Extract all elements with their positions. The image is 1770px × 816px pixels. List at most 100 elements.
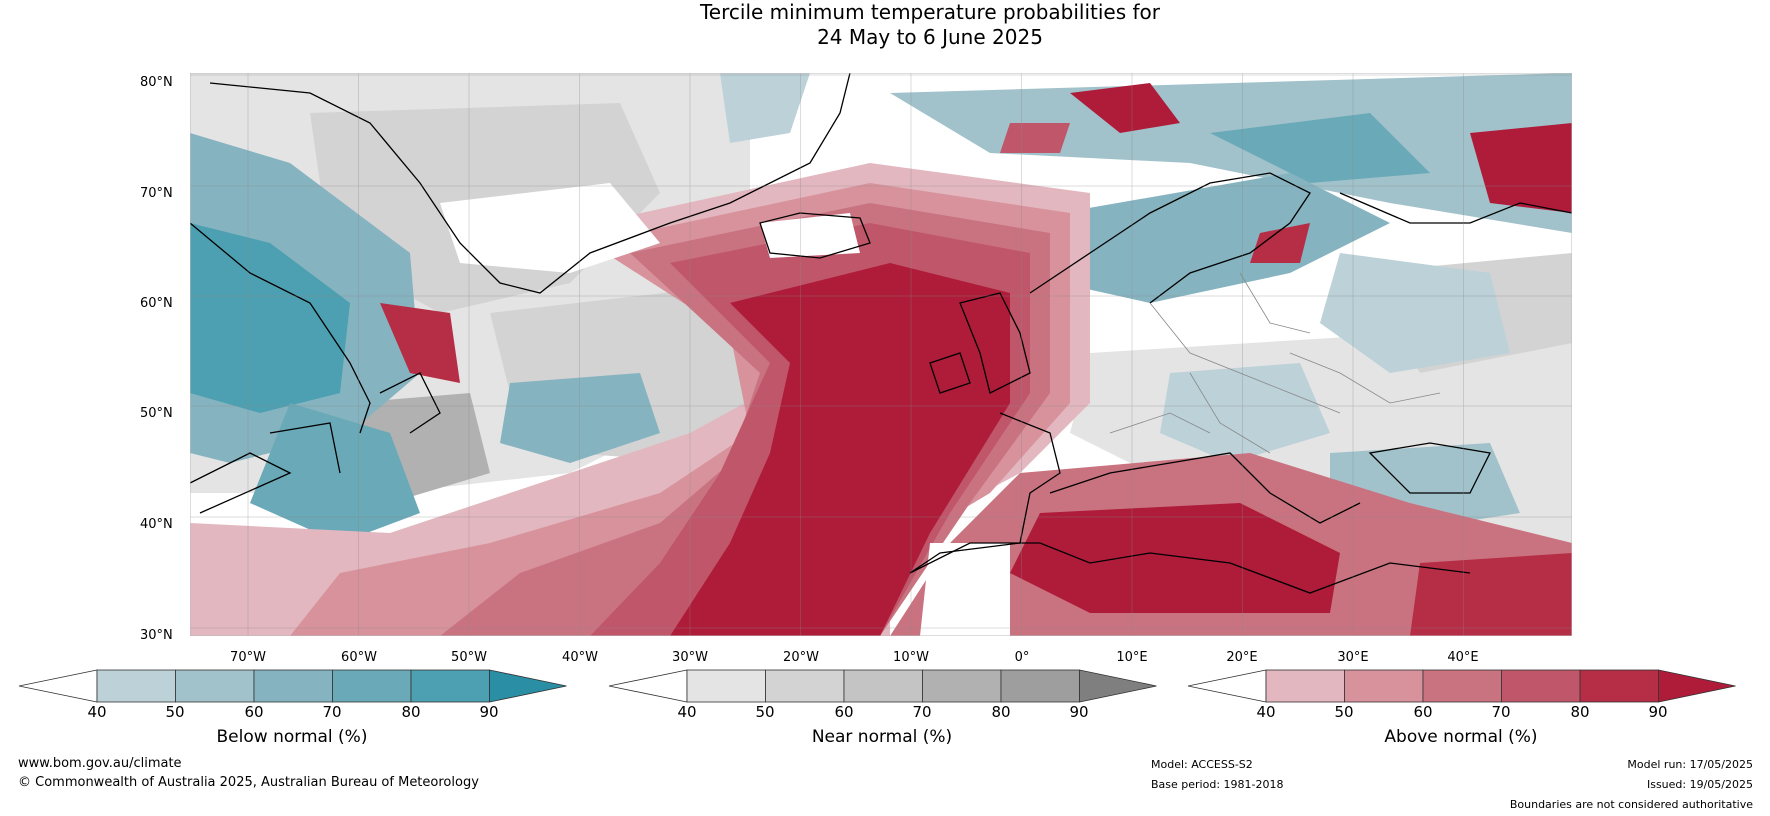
region-above-atlantic-core	[670, 263, 1010, 636]
coast-iceland	[759, 212, 871, 259]
lon-label-30e: 30°E	[1337, 650, 1369, 665]
near-cbar-segment-1	[765, 669, 845, 703]
below-cbar-low-extension	[18, 669, 98, 703]
near-cbar-segment-0	[686, 669, 766, 703]
region-above-north-russia	[1470, 123, 1572, 213]
region-below-central	[1160, 363, 1330, 463]
region-below-labrador-core	[190, 223, 350, 413]
footer-copyright: © Commonwealth of Australia 2025, Austra…	[18, 775, 479, 790]
below-cbar-segment-0	[96, 669, 176, 703]
colorbar-near-title: Near normal (%)	[811, 727, 953, 747]
near-tick-40: 40	[677, 703, 697, 721]
region-above-svalbard	[1070, 83, 1180, 133]
below-tick-60: 60	[244, 703, 264, 721]
above-tick-90: 90	[1648, 703, 1668, 721]
colorbar-near-normal	[608, 669, 1157, 703]
lon-label-20w: 20°W	[783, 650, 819, 665]
lat-label-60n: 60°N	[140, 296, 173, 311]
above-tick-40: 40	[1256, 703, 1276, 721]
footer-website-link[interactable]: www.bom.gov.au/climate	[18, 756, 182, 771]
lon-label-10w: 10°W	[893, 650, 929, 665]
near-tick-80: 80	[991, 703, 1011, 721]
below-cbar-high-extension	[489, 669, 567, 703]
near-cbar-segment-4	[1000, 669, 1080, 703]
coast-britain	[959, 292, 1031, 394]
footer-model: Model: ACCESS-S2	[1151, 758, 1253, 771]
above-cbar-segment-2	[1422, 669, 1502, 703]
coast-mediterranean	[1049, 452, 1361, 524]
lon-label-40e: 40°E	[1447, 650, 1479, 665]
coast-greenland	[209, 73, 851, 294]
below-cbar-segment-1	[175, 669, 255, 703]
above-tick-60: 60	[1413, 703, 1433, 721]
above-cbar-high-extension	[1658, 669, 1736, 703]
below-cbar-segment-4	[410, 669, 490, 703]
below-tick-70: 70	[322, 703, 342, 721]
lon-label-40w: 40°W	[562, 650, 598, 665]
below-tick-40: 40	[87, 703, 107, 721]
lat-label-30n: 30°N	[140, 628, 173, 643]
coast-nova-scotia	[269, 422, 341, 474]
region-white-greenland	[440, 183, 660, 273]
lat-label-50n: 50°N	[140, 406, 173, 421]
above-cbar-segment-3	[1501, 669, 1581, 703]
coast-africa	[909, 542, 1471, 594]
lon-label-60w: 60°W	[341, 650, 377, 665]
lat-label-40n: 40°N	[140, 517, 173, 532]
region-above-finland	[1250, 223, 1310, 263]
region-below-hudson	[250, 403, 420, 543]
above-tick-50: 50	[1334, 703, 1354, 721]
coast-europe-west	[909, 412, 1061, 574]
lat-label-80n: 80°N	[140, 75, 173, 90]
region-below-barents	[1210, 113, 1430, 183]
chart-title: Tercile minimum temperature probabilitie…	[0, 0, 1770, 50]
lon-label-10e: 10°E	[1116, 650, 1148, 665]
coast-black-sea	[1368, 442, 1491, 494]
above-cbar-low-extension	[1187, 669, 1267, 703]
coast-arctic-russia	[1339, 192, 1572, 224]
footer-issued: Issued: 19/05/2025	[1646, 778, 1753, 791]
coast-newfoundland	[379, 372, 441, 434]
colorbar-above-title: Above normal (%)	[1384, 727, 1538, 747]
below-tick-50: 50	[165, 703, 185, 721]
near-tick-60: 60	[834, 703, 854, 721]
lon-label-0: 0°	[1014, 650, 1030, 665]
near-cbar-high-extension	[1079, 669, 1157, 703]
near-tick-50: 50	[755, 703, 775, 721]
region-below-scandinavia	[1060, 173, 1390, 303]
footer-base-period: Base period: 1981-2018	[1151, 778, 1284, 791]
region-above-labrador	[380, 303, 460, 383]
coast-ireland	[929, 352, 971, 394]
region-above-med-core	[1010, 503, 1340, 613]
title-line-1: Tercile minimum temperature probabilitie…	[699, 0, 1161, 24]
footer-disclaimer: Boundaries are not considered authoritat…	[1509, 798, 1753, 811]
below-tick-80: 80	[401, 703, 421, 721]
footer-model-run: Model run: 17/05/2025	[1627, 758, 1753, 771]
region-below-atlantic	[500, 373, 660, 463]
above-tick-70: 70	[1491, 703, 1511, 721]
below-cbar-segment-2	[253, 669, 333, 703]
near-cbar-low-extension	[608, 669, 688, 703]
region-above-iceland-white	[760, 213, 860, 258]
near-cbar-segment-3	[922, 669, 1002, 703]
lon-label-20e: 20°E	[1226, 650, 1258, 665]
title-line-2: 24 May to 6 June 2025	[817, 25, 1043, 49]
above-cbar-segment-4	[1579, 669, 1659, 703]
near-cbar-segment-2	[843, 669, 923, 703]
near-tick-70: 70	[912, 703, 932, 721]
near-tick-90: 90	[1069, 703, 1089, 721]
coast-norway	[1029, 172, 1311, 304]
colorbar-above-normal	[1187, 669, 1736, 703]
lon-label-30w: 30°W	[672, 650, 708, 665]
region-below-north	[890, 73, 1572, 233]
coast-us	[190, 452, 292, 514]
colorbar-below-title: Below normal (%)	[216, 727, 368, 747]
lat-label-70n: 70°N	[140, 186, 173, 201]
above-cbar-segment-0	[1265, 669, 1345, 703]
above-cbar-segment-1	[1344, 669, 1424, 703]
coast-labrador	[190, 222, 371, 434]
region-above-east-med	[1410, 553, 1572, 636]
region-below-greenland-east	[720, 73, 810, 143]
region-above-norway-sea	[1000, 123, 1070, 153]
colorbar-below-normal	[18, 669, 567, 703]
